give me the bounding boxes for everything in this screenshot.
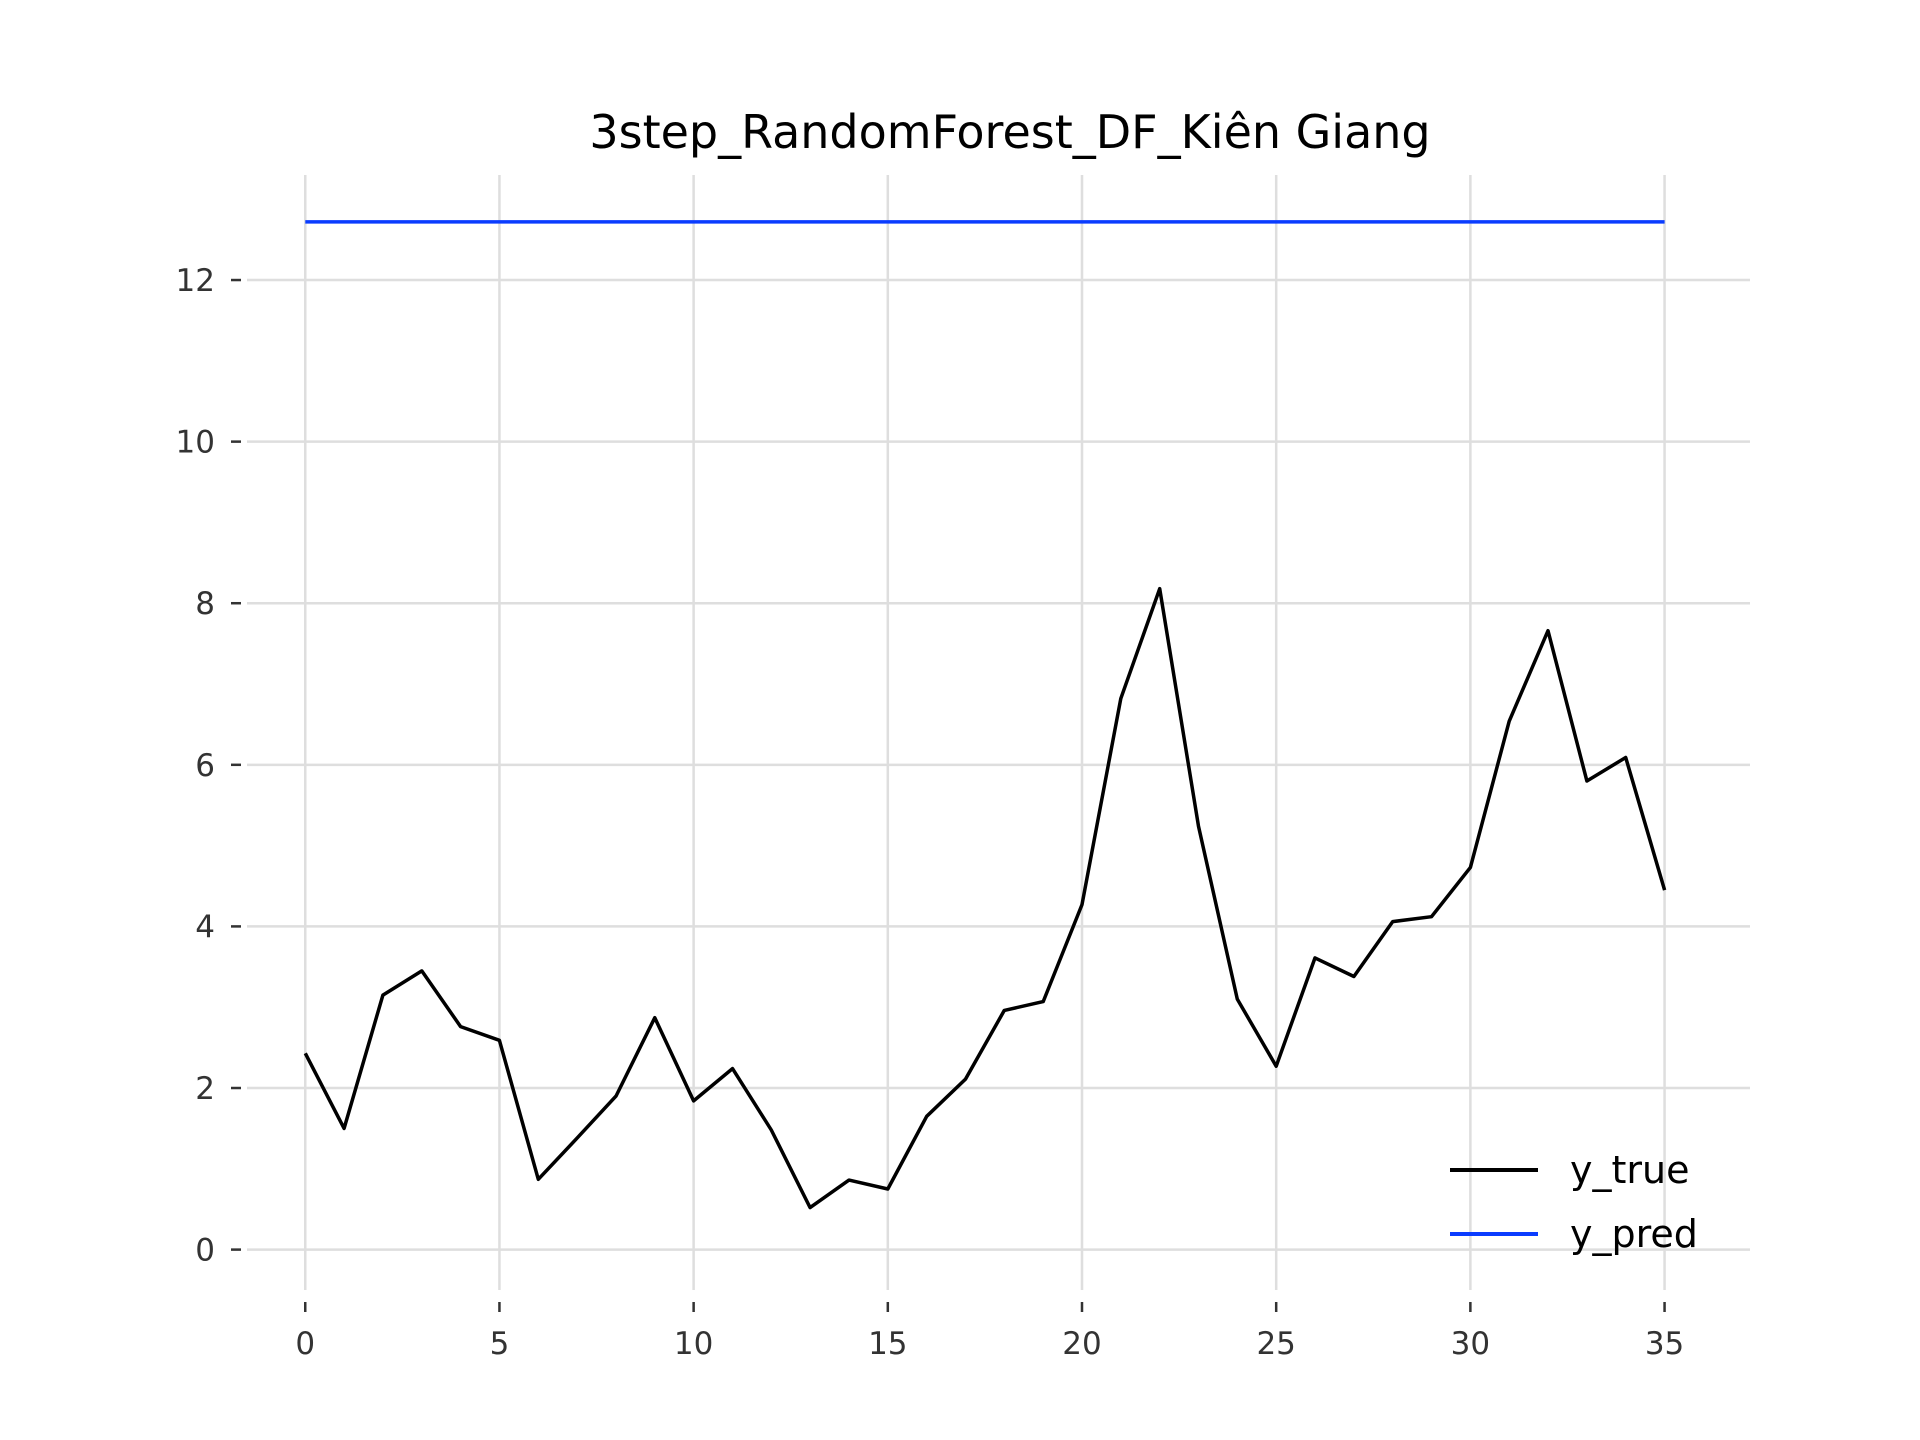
x-tick-label: 0 <box>295 1326 315 1362</box>
x-tick-label: 25 <box>1256 1326 1295 1362</box>
x-tick-label: 10 <box>674 1326 713 1362</box>
x-tick-label: 30 <box>1451 1326 1490 1362</box>
plot-series <box>303 220 1667 1210</box>
series-line-y-true <box>303 586 1667 1210</box>
y-axis: 0 2 4 6 8 10 12 <box>176 263 241 1269</box>
legend-label: y_true <box>1570 1148 1689 1192</box>
y-tick-label: 12 <box>176 263 215 299</box>
y-tick-label: 6 <box>195 748 215 784</box>
x-tick-label: 20 <box>1062 1326 1101 1362</box>
legend-label: y_pred <box>1570 1212 1698 1256</box>
grid <box>247 175 1750 1290</box>
chart-title: 3step_RandomForest_DF_Kiên Giang <box>589 105 1430 159</box>
y-tick-label: 10 <box>176 425 215 461</box>
y-tick-label: 0 <box>195 1233 215 1269</box>
x-axis: 0 5 10 15 20 25 30 35 <box>295 1302 1684 1362</box>
x-tick-label: 35 <box>1645 1326 1684 1362</box>
x-tick-label: 15 <box>868 1326 907 1362</box>
y-tick-label: 8 <box>195 586 215 622</box>
y-tick-label: 2 <box>195 1071 215 1107</box>
legend: y_true y_pred <box>1450 1148 1698 1256</box>
y-tick-label: 4 <box>195 909 215 945</box>
x-tick-label: 5 <box>490 1326 510 1362</box>
